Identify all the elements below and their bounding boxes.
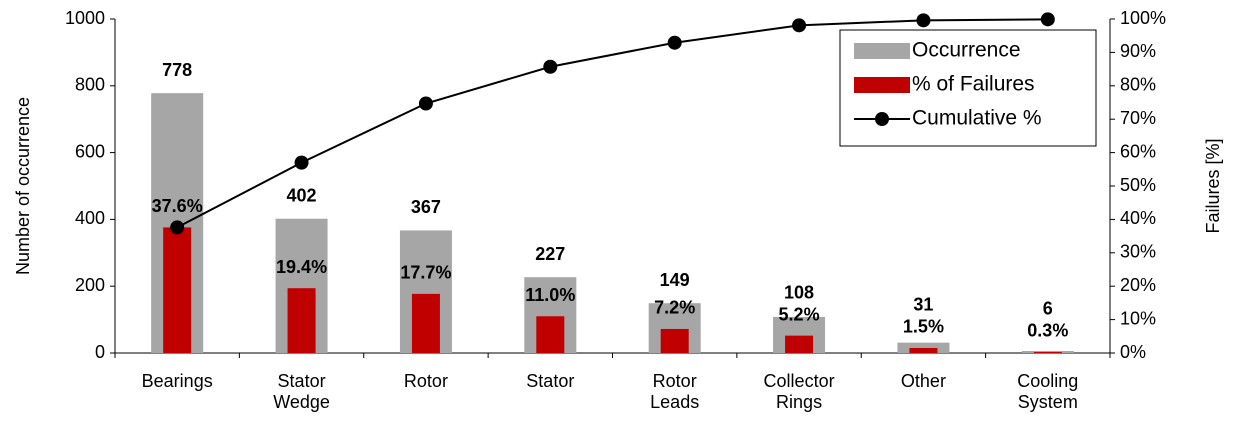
cumulative-point	[418, 96, 433, 111]
occurrence-bar	[897, 342, 950, 353]
cumulative-point	[792, 18, 807, 33]
cumulative-point	[1040, 12, 1055, 27]
x-tick-label: Rotor	[403, 371, 448, 391]
failure-label: 37.6%	[152, 196, 203, 216]
failure-label: 5.2%	[779, 304, 820, 324]
failure-bar	[163, 227, 192, 353]
occurrence-label: 149	[660, 270, 690, 290]
failure-label: 11.0%	[525, 285, 575, 305]
legend-label: Occurrence	[912, 39, 1021, 62]
y-axis-title: Number of occurrence	[13, 97, 33, 275]
failure-label: 1.5%	[903, 317, 944, 337]
cumulative-line	[176, 18, 1048, 229]
legend-marker	[875, 112, 889, 126]
x-tick-label: Cooling System	[1017, 371, 1079, 412]
failure-bar	[909, 347, 938, 353]
occurrence-label: 6	[1043, 299, 1053, 319]
y-tick-label: 400	[75, 208, 105, 228]
legend-swatch	[854, 77, 910, 93]
x-tick-label: Other	[900, 371, 946, 391]
failure-bar	[1033, 351, 1062, 353]
failure-bar	[660, 328, 689, 353]
y2-tick-label: 100%	[1120, 8, 1166, 28]
occurrence-label: 402	[287, 185, 317, 205]
failure-label: 0.3%	[1027, 321, 1068, 341]
legend-label: Cumulative %	[912, 107, 1042, 130]
y-tick-label: 0	[95, 342, 105, 362]
legend-label: % of Failures	[912, 73, 1035, 96]
y2-tick-label: 60%	[1120, 141, 1156, 161]
y2-tick-label: 20%	[1120, 275, 1156, 295]
failure-label: 19.4%	[276, 257, 327, 277]
occurrence-label: 227	[535, 244, 565, 264]
occurrence-label: 778	[162, 60, 192, 80]
legend: Occurrence % of Failures Cumulative %	[839, 29, 1097, 147]
y2-tick-label: 50%	[1120, 175, 1156, 195]
cumulative-point	[294, 155, 309, 170]
failure-label: 7.2%	[654, 298, 695, 318]
y-tick-label: 1000	[65, 8, 105, 28]
x-tick-label: Bearings	[141, 371, 213, 391]
y2-tick-label: 90%	[1120, 41, 1156, 61]
cumulative-point	[543, 59, 558, 74]
y2-tick-label: 80%	[1120, 75, 1156, 95]
failure-label: 17.7%	[400, 263, 451, 283]
y2-axis-title: Failures [%]	[1203, 138, 1223, 233]
cumulative-point	[916, 13, 931, 28]
failure-bar	[536, 316, 565, 353]
occurrence-label: 31	[913, 295, 933, 315]
y-tick-label: 200	[75, 275, 105, 295]
x-tick-label: Rotor Leads	[650, 371, 700, 412]
y2-tick-label: 10%	[1120, 308, 1156, 328]
y2-tick-label: 30%	[1120, 242, 1156, 262]
cumulative-point	[667, 35, 682, 50]
y-tick-label: 600	[75, 141, 105, 161]
cumulative-point	[170, 220, 185, 235]
failure-bar	[411, 293, 440, 353]
x-tick-label: Collector Rings	[763, 371, 835, 412]
legend-swatch	[854, 43, 910, 59]
y2-tick-label: 40%	[1120, 208, 1156, 228]
y-tick-label: 800	[75, 75, 105, 95]
y2-tick-label: 0%	[1120, 342, 1146, 362]
occurrence-label: 367	[411, 197, 441, 217]
occurrence-label: 108	[784, 282, 814, 302]
x-tick-label: Stator	[526, 371, 575, 391]
x-tick-label: Stator Wedge	[273, 371, 330, 412]
y2-tick-label: 70%	[1120, 108, 1156, 128]
failure-bar	[287, 288, 316, 353]
failure-bar	[785, 335, 814, 353]
